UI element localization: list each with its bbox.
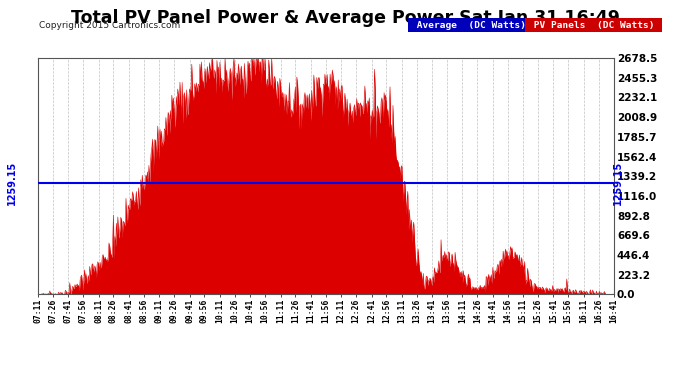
Text: Copyright 2015 Cartronics.com: Copyright 2015 Cartronics.com xyxy=(39,21,181,30)
Text: 1259.15: 1259.15 xyxy=(8,161,17,206)
Text: Total PV Panel Power & Average Power Sat Jan 31 16:49: Total PV Panel Power & Average Power Sat… xyxy=(70,9,620,27)
Text: PV Panels  (DC Watts): PV Panels (DC Watts) xyxy=(528,21,660,30)
Text: Average  (DC Watts): Average (DC Watts) xyxy=(411,21,531,30)
Text: 1259.15: 1259.15 xyxy=(613,161,622,206)
